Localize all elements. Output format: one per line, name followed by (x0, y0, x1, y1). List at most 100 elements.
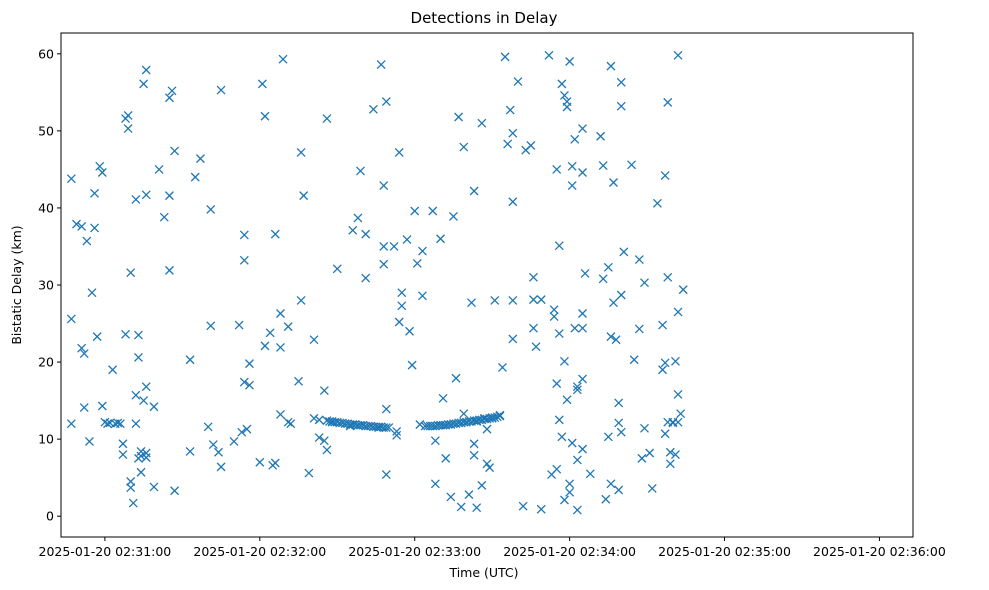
data-point (529, 272, 538, 282)
data-point (467, 298, 476, 308)
data-point (536, 504, 546, 514)
data-point (405, 326, 415, 336)
data-point (451, 373, 461, 383)
data-point (79, 349, 89, 359)
data-point (131, 194, 141, 204)
data-point (206, 321, 216, 331)
data-point (118, 439, 128, 449)
data-point (103, 419, 112, 429)
data-point (609, 178, 618, 187)
data-point (208, 440, 218, 449)
data-point (673, 389, 683, 399)
data-point (97, 168, 107, 177)
data-point (477, 118, 487, 128)
y-tick-label: 30 (38, 278, 54, 293)
data-point (456, 502, 466, 512)
data-point (663, 97, 673, 107)
data-point (361, 229, 371, 239)
data-point (257, 79, 267, 89)
data-point (239, 377, 249, 387)
y-tick-label: 50 (38, 123, 54, 138)
data-point (508, 128, 518, 138)
data-point (131, 419, 141, 429)
data-point (185, 446, 195, 456)
data-point (665, 459, 675, 469)
data-point (275, 410, 285, 419)
data-point (572, 382, 582, 392)
x-axis: 2025-01-20 02:31:00 2025-01-20 02:32:00 20… (39, 537, 946, 559)
data-point (397, 288, 407, 298)
data-point (139, 396, 149, 406)
data-point (66, 419, 76, 429)
data-point (185, 355, 195, 365)
data-point (645, 448, 655, 458)
data-point (446, 492, 456, 502)
data-point (500, 52, 510, 62)
data-point (203, 422, 213, 432)
data-point (260, 341, 270, 351)
data-point (518, 501, 528, 511)
data-point (164, 93, 174, 103)
chart-title: Detections in Delay (411, 9, 558, 27)
data-point (394, 147, 404, 157)
data-point (392, 430, 402, 440)
data-point (552, 464, 562, 474)
data-point (381, 97, 391, 107)
data-point (141, 382, 151, 392)
data-point (95, 161, 105, 171)
data-point (415, 420, 425, 429)
data-point (322, 114, 332, 124)
data-point (376, 60, 386, 70)
data-point (454, 112, 464, 122)
data-point (283, 417, 293, 427)
data-point (673, 50, 683, 60)
data-point (552, 164, 562, 174)
data-point (430, 436, 440, 446)
data-point (570, 134, 580, 144)
data-point (508, 334, 518, 344)
data-point (614, 398, 624, 408)
data-point (229, 436, 239, 446)
data-point (606, 61, 616, 71)
data-point (578, 374, 587, 384)
data-point (242, 424, 252, 434)
data-point (278, 54, 288, 64)
data-point (640, 423, 649, 433)
y-axis-label: Bistatic Delay (km) (9, 225, 24, 344)
data-point (482, 424, 492, 434)
data-point (394, 317, 404, 327)
data-point (154, 164, 164, 174)
data-point (562, 102, 572, 112)
data-point (309, 335, 319, 345)
data-point (141, 453, 151, 463)
data-point (464, 490, 474, 500)
x-axis-label: Time (UTC) (448, 565, 518, 580)
data-point (567, 161, 577, 171)
data-point (170, 146, 180, 156)
data-point (149, 482, 159, 492)
data-point (477, 480, 487, 490)
data-point (676, 409, 686, 419)
data-point (66, 314, 76, 324)
data-point (82, 236, 92, 246)
data-point (441, 453, 451, 463)
y-tick-label: 0 (46, 509, 54, 524)
data-point (195, 154, 205, 164)
data-point (286, 419, 296, 429)
data-point (113, 418, 123, 428)
data-point (275, 309, 285, 318)
data-point (412, 258, 422, 268)
data-point (126, 483, 136, 493)
data-point (126, 268, 136, 278)
x-tick-label: 2025-01-20 02:36:00 (813, 544, 946, 559)
data-point (640, 278, 649, 288)
data-point (531, 342, 541, 352)
data-point (554, 415, 564, 425)
x-tick-label: 2025-01-20 02:32:00 (193, 544, 326, 559)
data-point (237, 427, 247, 437)
data-point (270, 458, 280, 468)
data-point (611, 335, 621, 345)
data-point (572, 385, 582, 395)
data-point (647, 483, 657, 493)
